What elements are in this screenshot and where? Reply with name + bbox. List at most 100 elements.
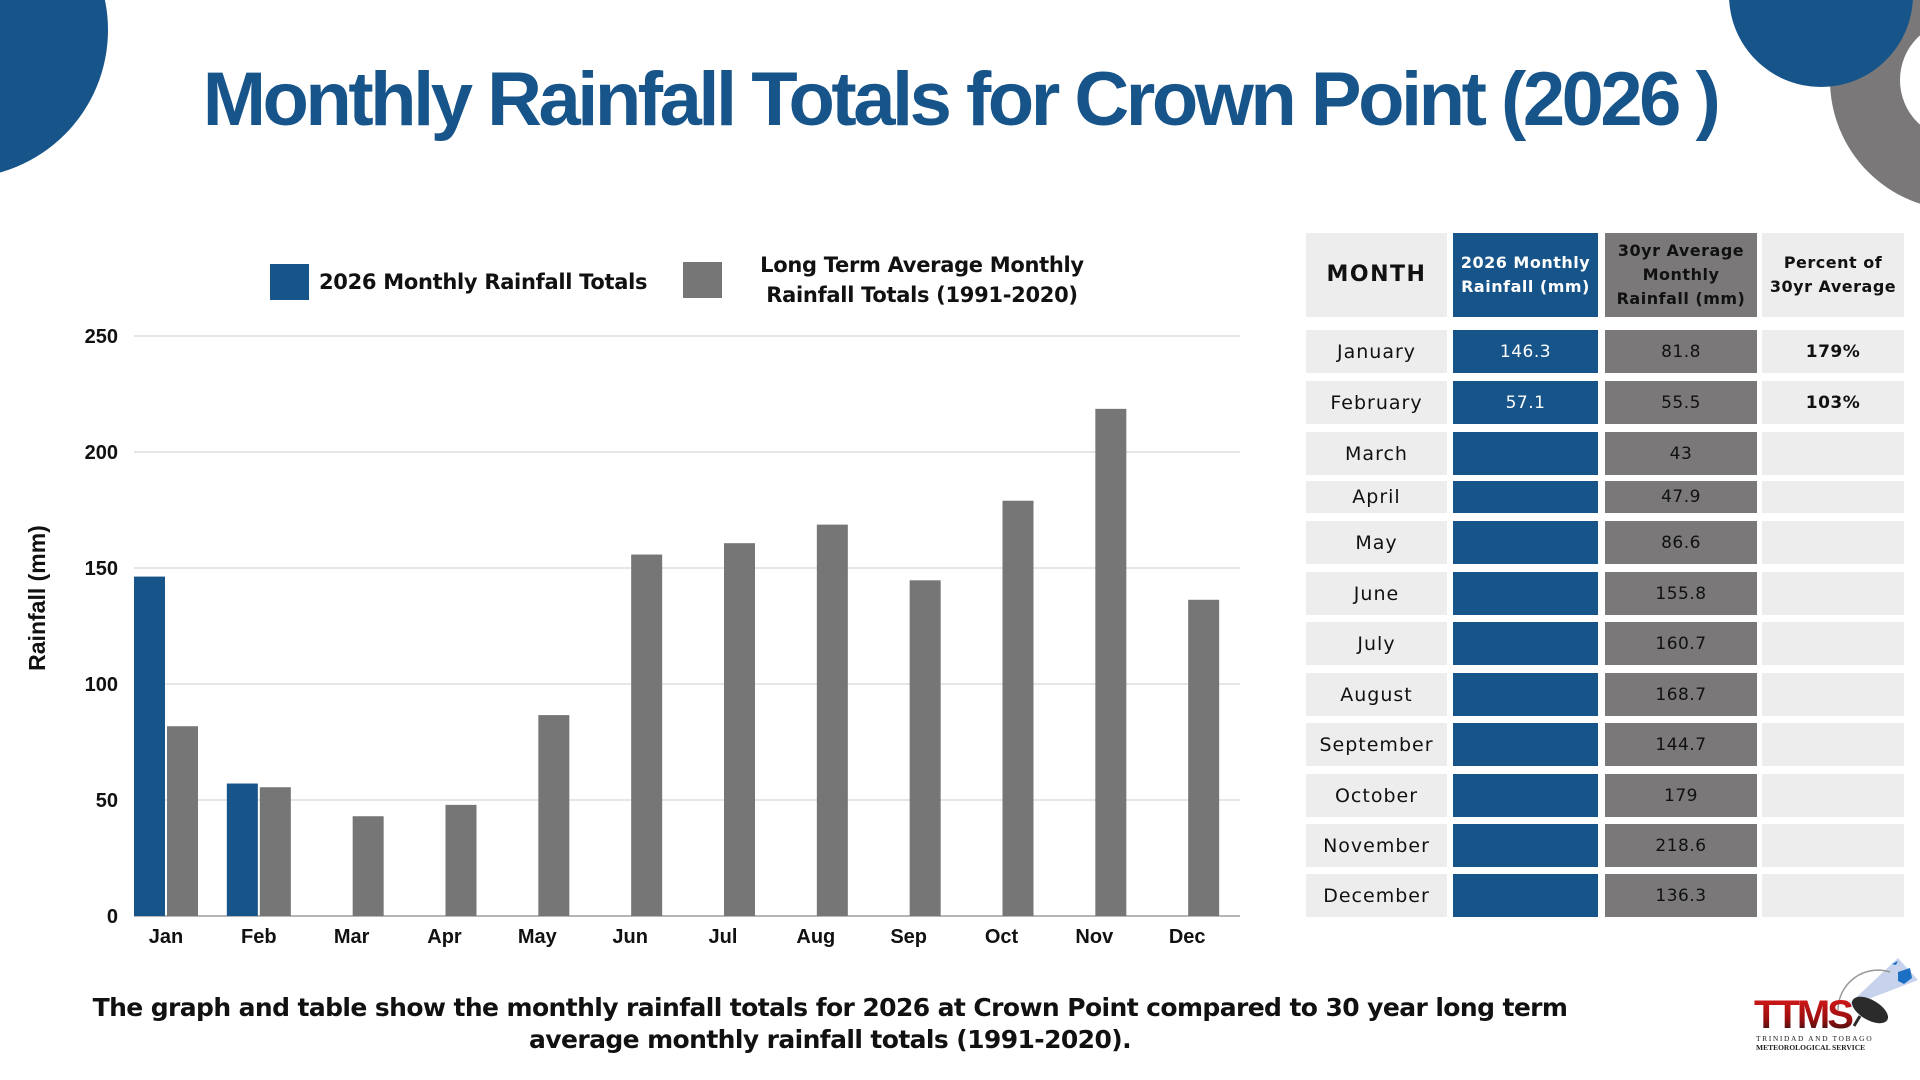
header-month-label: MONTH [1326,262,1427,287]
header-avg-line1: 30yr Average [1617,241,1745,260]
x-tick-label-jun: Jun [612,926,648,948]
cell-2026-rainfall [1453,521,1598,564]
x-tick-label-aug: Aug [796,926,835,948]
cell-percent-of-average [1762,622,1904,665]
cell-2026-rainfall [1453,824,1598,867]
logo-mark: TTMS [1754,993,1853,1037]
cell-2026-rainfall [1453,432,1598,475]
cell-month: November [1306,824,1447,867]
cell-month: December [1306,874,1447,917]
x-tick-label-mar: Mar [334,926,370,948]
cell-2026-rainfall [1453,874,1598,917]
cell-2026-rainfall [1453,622,1598,665]
cell-month: October [1306,774,1447,817]
cell-month: May [1306,521,1447,564]
cell-2026-rainfall [1453,673,1598,716]
caption: The graph and table show the monthly rai… [80,992,1580,1056]
y-axis-title: Rainfall (mm) [24,525,50,671]
y-tick-label: 0 [107,906,118,928]
cell-30yr-average: 55.5 [1605,381,1757,424]
y-tick-label: 150 [85,558,118,580]
cell-month: June [1306,572,1447,615]
logo-line1: TRINIDAD AND TOBAGO [1756,1034,1873,1043]
cell-percent-of-average: 103% [1762,381,1904,424]
cell-percent-of-average [1762,432,1904,475]
cell-month: July [1306,622,1447,665]
caption-line1: The graph and table show the monthly rai… [92,993,1568,1022]
cell-30yr-average: 47.9 [1605,481,1757,513]
cell-30yr-average: 144.7 [1605,723,1757,766]
cell-30yr-average: 81.8 [1605,330,1757,373]
caption-line2: average monthly rainfall totals (1991-20… [529,1025,1132,1054]
x-tick-label-dec: Dec [1169,926,1206,948]
y-tick-label: 200 [85,442,118,464]
bar-2026-feb [226,783,258,916]
legend-label-line1: Long Term Average Monthly [760,253,1084,277]
cell-30yr-average: 179 [1605,774,1757,817]
bar-long-term-avg-feb [259,787,291,916]
x-tick-label-nov: Nov [1075,926,1114,948]
y-axis-ticks: 0 50 100 150 200 250 [85,326,118,928]
x-tick-label-feb: Feb [241,926,277,948]
cell-month: August [1306,673,1447,716]
cell-30yr-average: 155.8 [1605,572,1757,615]
legend-swatch-long-term-average [683,262,722,298]
cell-percent-of-average [1762,774,1904,817]
cell-percent-of-average [1762,673,1904,716]
legend-item-long-term-average: Long Term Average Monthly Rainfall Total… [683,250,1102,310]
bar-long-term-avg-jun [631,554,663,916]
header-2026-rainfall: 2026 Monthly Rainfall (mm) [1453,233,1598,317]
bar-long-term-avg-apr [445,804,477,916]
cell-percent-of-average [1762,723,1904,766]
cell-percent-of-average [1762,824,1904,867]
x-axis-ticks: Jan Feb Mar Apr May Jun Jul Aug Sep Oct Nov Dec [149,926,1206,948]
bars [134,408,1220,916]
legend-label-2026: 2026 Monthly Rainfall Totals [319,270,648,294]
cell-2026-rainfall: 146.3 [1453,330,1598,373]
radar-arc-icon [1837,969,1891,1011]
x-tick-label-apr: Apr [427,926,462,948]
radar-beam-icon [1845,958,1918,1008]
bar-long-term-avg-may [538,715,570,916]
x-tick-label-sep: Sep [890,926,927,948]
tobago-island-icon [1892,961,1898,965]
cell-30yr-average: 86.6 [1605,521,1757,564]
cell-percent-of-average [1762,572,1904,615]
header-pct-line2: 30yr Average [1769,277,1897,296]
header-30yr-average: 30yr Average Monthly Rainfall (mm) [1605,233,1757,317]
bar-long-term-avg-aug [816,524,848,916]
cell-30yr-average: 218.6 [1605,824,1757,867]
bar-long-term-avg-nov [1095,408,1127,916]
ttms-logo: TTMS TRINIDAD AND TOBAGO METEOROLOGICAL … [1754,958,1918,1052]
cell-2026-rainfall [1453,572,1598,615]
bar-2026-jan [134,576,165,916]
header-avg-line2: Monthly [1642,265,1720,284]
header-pct-line1: Percent of [1783,253,1883,272]
cell-30yr-average: 136.3 [1605,874,1757,917]
legend-swatch-2026 [270,264,309,300]
bar-long-term-avg-jan [167,726,198,916]
cell-30yr-average: 160.7 [1605,622,1757,665]
trinidad-island-icon [1898,968,1912,984]
header-2026-line2: Rainfall (mm) [1461,277,1590,296]
bar-long-term-avg-oct [1002,500,1034,916]
cell-month: February [1306,381,1447,424]
page-title: Monthly Rainfall Totals for Crown Point … [202,57,1721,142]
x-tick-label-jul: Jul [709,926,738,948]
x-tick-label-may: May [518,926,558,948]
header-month: MONTH [1306,233,1447,317]
cell-30yr-average: 168.7 [1605,673,1757,716]
satellite-dish-icon [1851,996,1889,1024]
legend-label-long-term-average: Long Term Average Monthly Rainfall Total… [742,250,1102,310]
bar-long-term-avg-dec [1188,599,1220,916]
cell-2026-rainfall [1453,481,1598,513]
cell-2026-rainfall: 57.1 [1453,381,1598,424]
cell-percent-of-average [1762,521,1904,564]
bar-long-term-avg-jul [724,543,755,916]
header-percent-of-average: Percent of 30yr Average [1762,233,1904,317]
cell-2026-rainfall [1453,774,1598,817]
bar-long-term-avg-sep [909,580,941,916]
cell-month: September [1306,723,1447,766]
cell-percent-of-average [1762,874,1904,917]
